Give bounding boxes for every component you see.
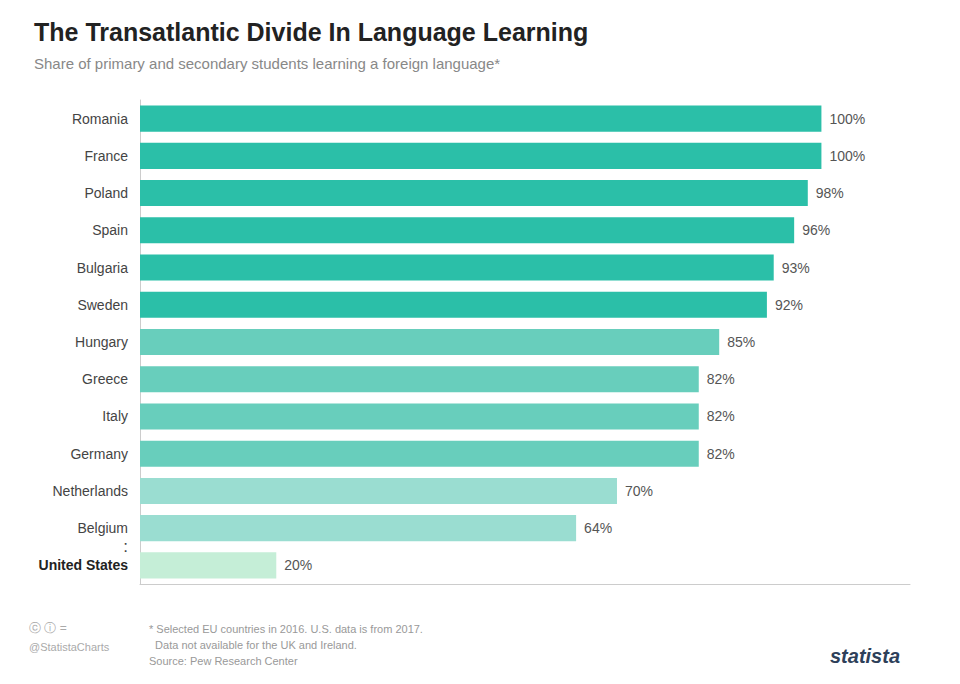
svg-text:The Transatlantic Divide In La: The Transatlantic Divide In Language Lea… — [34, 18, 588, 46]
svg-text:82%: 82% — [707, 371, 735, 387]
svg-text::: : — [123, 537, 128, 556]
svg-text:Spain: Spain — [92, 222, 128, 238]
svg-text:Belgium: Belgium — [77, 520, 128, 536]
svg-text:100%: 100% — [829, 111, 865, 127]
svg-text:Germany: Germany — [70, 446, 128, 462]
svg-text:82%: 82% — [707, 446, 735, 462]
svg-text:20%: 20% — [284, 557, 312, 573]
svg-text:Romania: Romania — [72, 111, 128, 127]
svg-text:* Selected EU countries in 201: * Selected EU countries in 2016. U.S. da… — [149, 623, 423, 635]
svg-text:Greece: Greece — [82, 371, 128, 387]
svg-text:Data not available for the UK: Data not available for the UK and Irelan… — [149, 639, 357, 651]
svg-text:70%: 70% — [625, 483, 653, 499]
svg-text:statista: statista — [830, 645, 900, 667]
svg-text:@StatistaCharts: @StatistaCharts — [29, 641, 110, 653]
svg-text:92%: 92% — [775, 297, 803, 313]
svg-text:98%: 98% — [816, 185, 844, 201]
svg-text:Bulgaria: Bulgaria — [77, 260, 129, 276]
svg-text:Poland: Poland — [84, 185, 128, 201]
svg-text:ⓒ ⓘ =: ⓒ ⓘ = — [29, 621, 67, 635]
svg-text:85%: 85% — [727, 334, 755, 350]
svg-text:Netherlands: Netherlands — [53, 483, 129, 499]
svg-text:Hungary: Hungary — [75, 334, 128, 350]
svg-text:Sweden: Sweden — [77, 297, 128, 313]
svg-text:100%: 100% — [829, 148, 865, 164]
svg-text:93%: 93% — [782, 260, 810, 276]
svg-text:United States: United States — [39, 557, 129, 573]
svg-text:Italy: Italy — [102, 408, 128, 424]
svg-text:France: France — [84, 148, 128, 164]
svg-text:82%: 82% — [707, 408, 735, 424]
svg-text:64%: 64% — [584, 520, 612, 536]
svg-text:96%: 96% — [802, 222, 830, 238]
svg-text:Share of primary and secondary: Share of primary and secondary students … — [34, 55, 500, 72]
svg-text:Source: Pew Research Center: Source: Pew Research Center — [149, 655, 298, 667]
